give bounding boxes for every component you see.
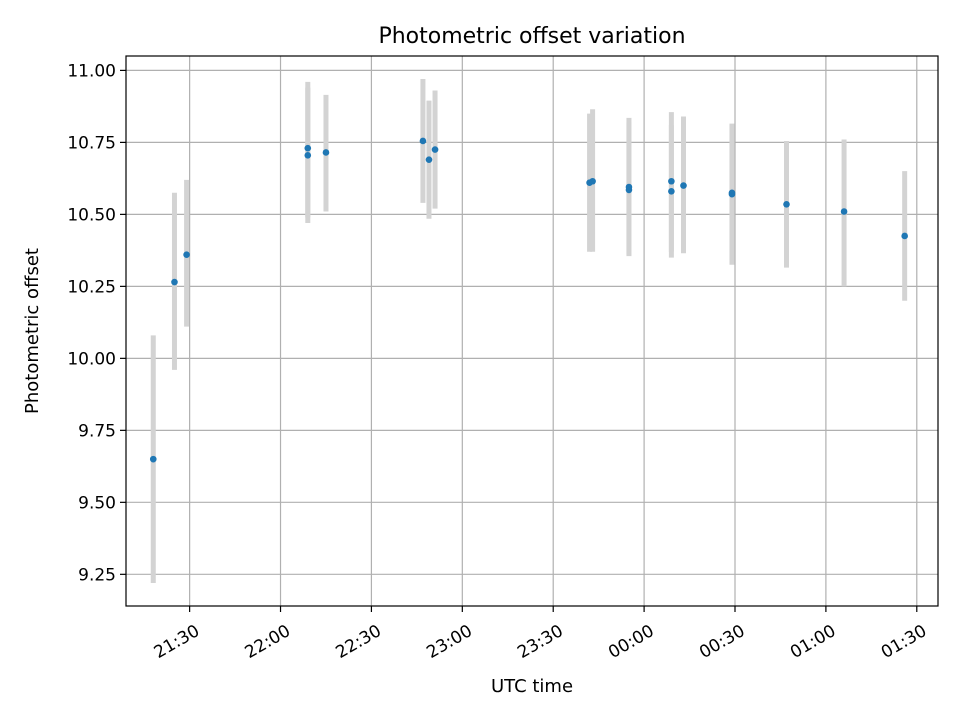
data-point bbox=[431, 146, 439, 153]
y-tick-label: 10.25 bbox=[67, 277, 116, 297]
data-point bbox=[304, 152, 312, 159]
data-point bbox=[625, 183, 633, 191]
x-tick-label: 23:00 bbox=[423, 621, 475, 663]
x-tick-label: 21:30 bbox=[151, 621, 203, 663]
x-tick-label: 01:30 bbox=[878, 621, 930, 663]
data-point bbox=[183, 251, 190, 258]
data-point bbox=[728, 189, 736, 197]
x-tick-label: 00:00 bbox=[605, 621, 657, 663]
data-point bbox=[149, 455, 157, 463]
error-bars bbox=[150, 79, 908, 583]
data-point bbox=[304, 144, 312, 152]
y-tick-label: 10.75 bbox=[67, 133, 116, 153]
y-tick-label: 9.50 bbox=[78, 493, 116, 513]
y-tick-label: 10.00 bbox=[67, 349, 116, 369]
data-point bbox=[425, 156, 433, 163]
y-tick-label: 10.50 bbox=[67, 205, 116, 225]
x-axis-title: UTC time bbox=[491, 676, 573, 697]
x-tick-label: 22:00 bbox=[242, 621, 294, 663]
y-axis-title: Photometric offset bbox=[22, 248, 43, 414]
data-point bbox=[171, 278, 178, 286]
data-point bbox=[589, 177, 596, 185]
data-point bbox=[322, 149, 330, 156]
x-axis-ticks: 21:30 22:00 22:30 23:00 23:30 00:00 00:30 01:00… bbox=[151, 606, 930, 663]
x-tick-label: 00:30 bbox=[696, 621, 748, 663]
x-tick-label: 22:30 bbox=[332, 621, 384, 663]
grid bbox=[126, 56, 938, 606]
data-points bbox=[149, 137, 908, 463]
y-tick-label: 9.25 bbox=[78, 565, 116, 585]
data-point bbox=[783, 200, 790, 208]
chart-title: Photometric offset variation bbox=[378, 24, 685, 49]
data-point bbox=[668, 177, 675, 185]
data-point bbox=[668, 188, 675, 195]
x-tick-label: 01:00 bbox=[787, 621, 839, 663]
data-point bbox=[680, 182, 687, 189]
y-axis-ticks: 9.25 9.50 9.75 10.00 10.25 10.50 10.75 11.00 bbox=[67, 61, 126, 585]
data-point bbox=[901, 232, 908, 240]
y-tick-label: 9.75 bbox=[78, 421, 116, 441]
data-point bbox=[419, 137, 427, 145]
y-tick-label: 11.00 bbox=[67, 61, 116, 81]
plot-frame bbox=[125, 55, 939, 607]
x-tick-label: 23:30 bbox=[514, 621, 566, 663]
data-point bbox=[840, 208, 848, 215]
